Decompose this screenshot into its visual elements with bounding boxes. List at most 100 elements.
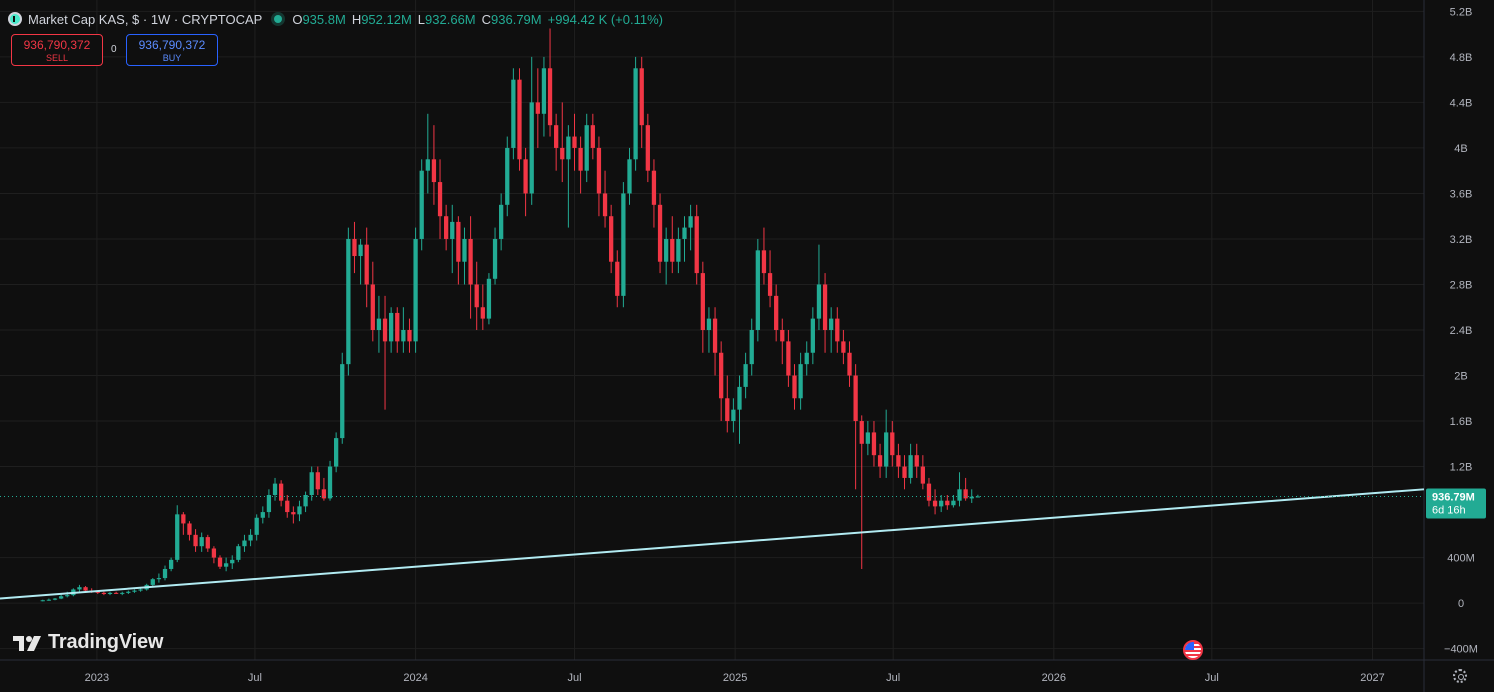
gear-icon[interactable] (1453, 669, 1467, 683)
candle-body (437, 182, 443, 217)
candle-body (401, 330, 406, 342)
candle-body (431, 159, 437, 183)
candle-body (364, 244, 369, 285)
candle-body (621, 193, 626, 296)
candle-body (529, 102, 534, 194)
candle-body (333, 438, 339, 467)
time-tick-label: 2024 (403, 672, 427, 684)
candle-body (615, 261, 620, 296)
time-tick-label: 2025 (723, 672, 747, 684)
candle-body (554, 125, 559, 148)
candle-body (835, 318, 840, 342)
kaspa-logo-icon (8, 12, 22, 26)
time-tick-label: 2027 (1360, 672, 1384, 684)
time-tick-label: Jul (886, 672, 900, 684)
candle-body (865, 432, 870, 444)
candle-body (926, 483, 932, 501)
candle-body (278, 483, 284, 501)
candle-body (890, 432, 895, 456)
buy-button[interactable]: 936,790,372 BUY (126, 34, 218, 66)
candle-body (682, 227, 687, 239)
candle-body (560, 147, 565, 160)
candle-body (853, 375, 858, 422)
price-tick-label: 1.2B (1450, 462, 1473, 474)
candle-body (175, 514, 180, 560)
candle-body (633, 68, 638, 160)
candle-body (670, 238, 675, 262)
candle-body (248, 534, 253, 541)
time-axis[interactable]: 2023 Jul 2024 Jul 2025 Jul 2026 Jul 2027 (85, 672, 1385, 684)
candle-body (407, 330, 412, 342)
candle-body (40, 600, 45, 602)
candle-body (664, 238, 669, 262)
candle-body (572, 136, 577, 148)
tradingview-logo-icon (13, 635, 41, 651)
candle-body (266, 495, 272, 513)
buy-label: BUY (162, 53, 182, 63)
candle-body (645, 125, 650, 171)
candle-body (272, 483, 278, 495)
close-label: C (481, 11, 492, 27)
candle-body (358, 244, 363, 257)
candle-body (767, 273, 773, 296)
candles (40, 28, 980, 602)
candle-body (511, 79, 516, 148)
candle-body (480, 307, 485, 319)
candle-body (896, 455, 901, 467)
candle-body (162, 568, 168, 579)
candle-body (774, 295, 779, 330)
candle-body (590, 125, 595, 148)
candle-body (205, 537, 210, 549)
candle-body (382, 318, 388, 342)
buy-price: 936,790,372 (138, 38, 206, 52)
candle-body (223, 563, 229, 567)
candle-body (712, 318, 718, 353)
candle-body (798, 364, 803, 399)
candle-body (395, 312, 400, 342)
candle-body (132, 590, 137, 592)
sell-price: 936,790,372 (23, 38, 91, 52)
candle-body (639, 68, 644, 126)
support-trendline[interactable] (0, 488, 1425, 600)
us-flag-event-icon[interactable] (1183, 640, 1203, 660)
tradingview-logo-text: TradingView (48, 631, 164, 653)
candle-body (578, 147, 583, 171)
candle-body (884, 432, 889, 467)
candle-body (609, 216, 614, 262)
candle-body (346, 238, 351, 365)
price-tick-label: 2.4B (1450, 325, 1473, 337)
candle-body (517, 79, 522, 160)
candle-body (627, 159, 632, 194)
price-axis[interactable]: 5.2B 4.8B 4.4B 4B 3.6B 3.2B 2.8B 2.4B 2B 1.6B 1.2B… (1444, 6, 1478, 655)
price-tick-label: 3.2B (1450, 234, 1473, 246)
candle-body (492, 238, 498, 279)
candle-body (236, 546, 241, 560)
candle-body (676, 238, 681, 262)
low-label: L (417, 11, 426, 27)
candle-body (694, 216, 699, 274)
candle-body (688, 216, 693, 228)
candle-body (254, 517, 259, 535)
tradingview-logo[interactable]: TradingView (12, 631, 163, 654)
price-tick-label: 400M (1447, 553, 1475, 565)
open-label: O (292, 11, 303, 27)
candle-body (657, 204, 663, 262)
candle-body (602, 193, 608, 217)
sell-label: SELL (45, 53, 69, 63)
low-value: 932.66M (425, 11, 476, 27)
candle-body (786, 341, 791, 376)
close-value: 936.79M (491, 11, 542, 27)
sell-button[interactable]: 936,790,372 SELL (11, 34, 103, 66)
candle-body (65, 595, 70, 597)
candle-body (230, 559, 235, 564)
candle-body (340, 364, 345, 439)
symbol-title[interactable]: Market Cap KAS, $ · 1W · CRYPTOCAP (28, 11, 263, 27)
candle-body (309, 472, 314, 495)
candle-body (95, 591, 100, 593)
spread-value: 0 (111, 44, 117, 55)
candle-body (523, 159, 528, 194)
candle-body (58, 596, 64, 599)
candle-body (217, 557, 223, 567)
candle-body (749, 330, 754, 365)
